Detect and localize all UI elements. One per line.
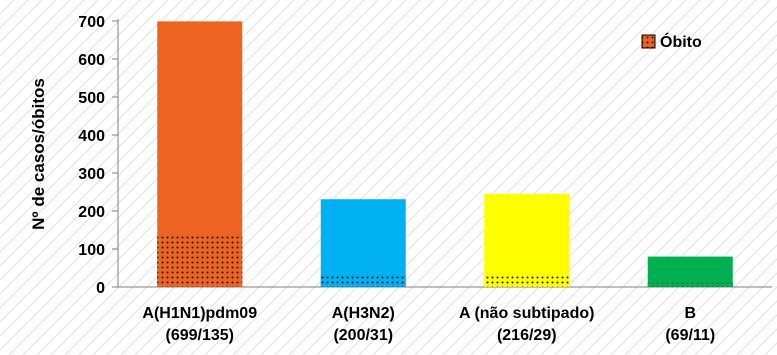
y-tick-label: 700 [78,14,105,31]
x-category-label: A(H1N1)pdm09 [142,305,257,322]
x-category-label: (699/135) [166,327,235,344]
bar-cases [320,199,406,287]
x-category-label: (216/29) [497,327,557,344]
legend-label: Óbito [660,32,702,51]
y-tick-label: 0 [96,280,105,297]
y-tick-label: 600 [78,52,105,69]
bar-deaths-pattern [157,235,243,287]
legend-swatch [641,34,656,49]
bar-deaths-pattern [320,275,406,287]
x-category-label: A(H3N2) [332,305,395,322]
y-tick-label: 100 [78,242,105,259]
x-category-label: A (não subtipado) [459,305,594,322]
y-tick-label: 400 [78,128,105,145]
y-axis-title: Nº de casos/óbitos [29,78,48,230]
bar-cases [647,256,733,287]
x-category-label: B [684,305,696,322]
bar-cases [484,193,570,287]
y-tick-label: 500 [78,90,105,107]
x-category-label: (200/31) [333,327,393,344]
y-tick-label: 200 [78,204,105,221]
y-tick-label: 300 [78,166,105,183]
bar-deaths-pattern [484,275,570,287]
x-category-label: (69/11) [665,327,715,344]
bar-deaths-pattern [647,282,733,287]
